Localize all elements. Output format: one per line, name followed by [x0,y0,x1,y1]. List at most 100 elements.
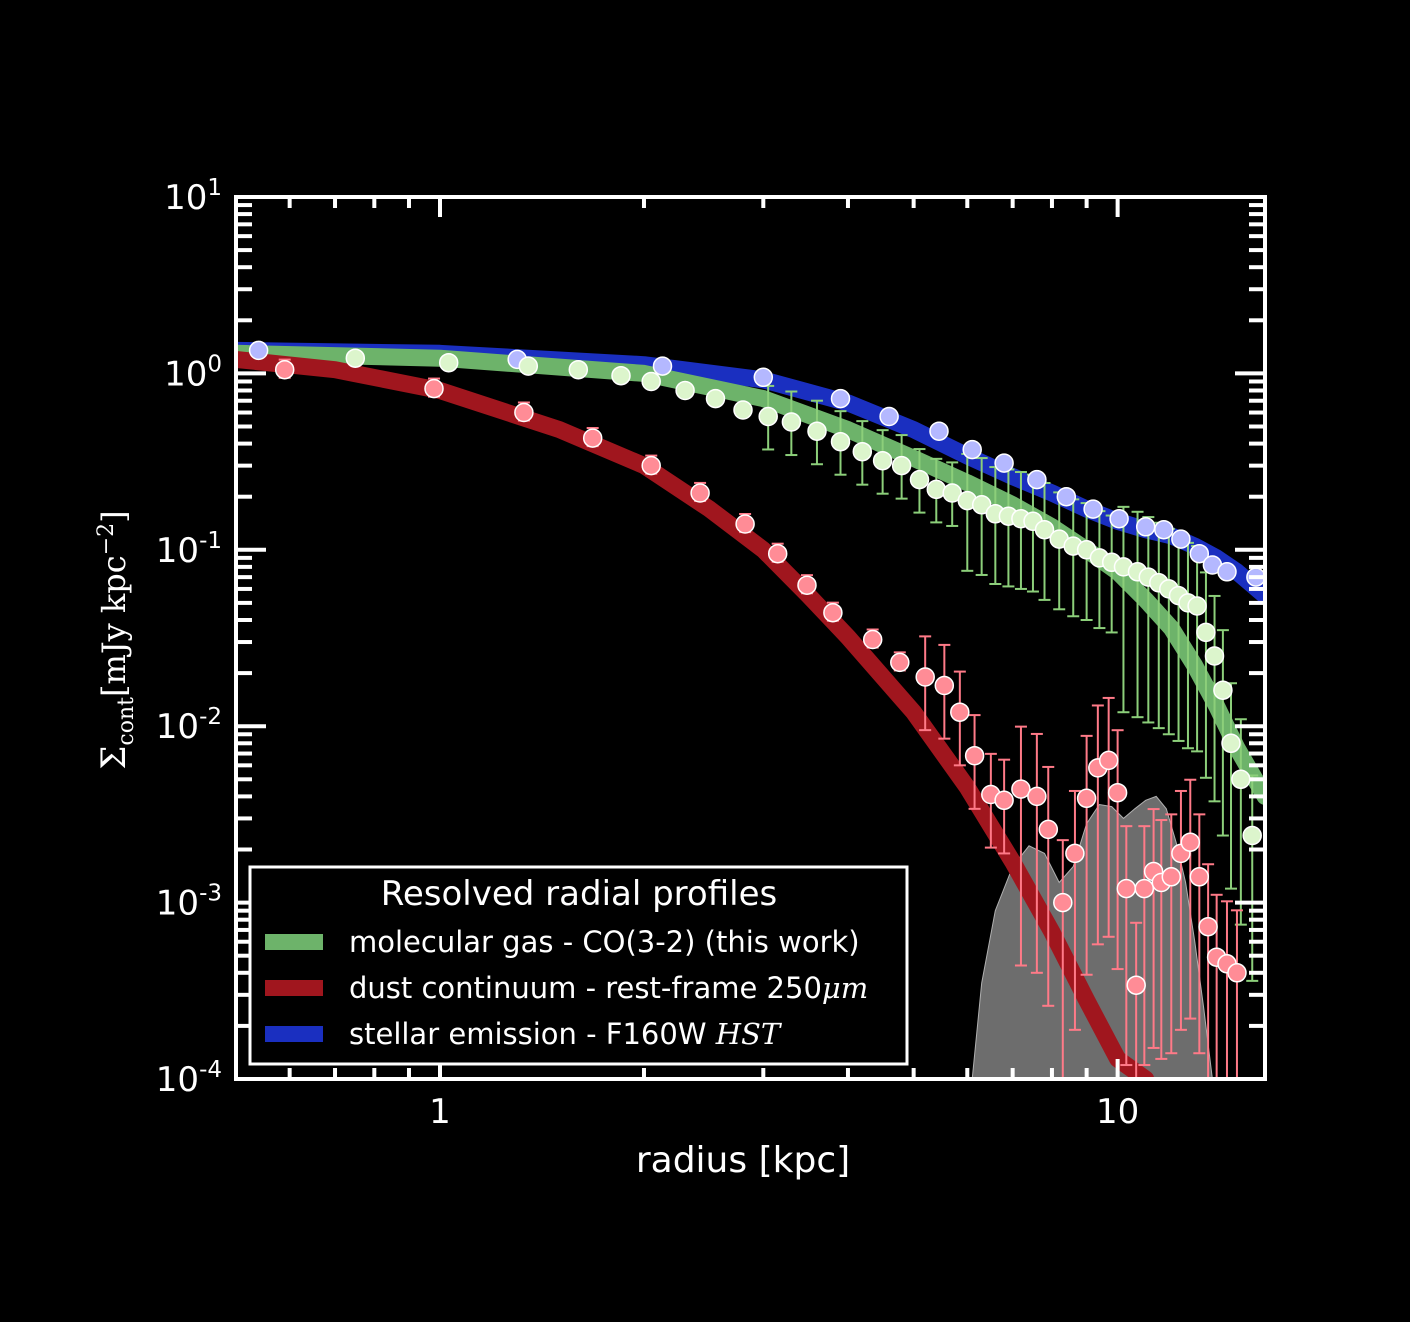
legend-title: Resolved radial profiles [381,874,777,914]
stellar-data-point [994,453,1014,473]
legend-box [248,865,909,1066]
legend: Resolved radial profiles molecular gas - … [248,865,909,1066]
legend-entry-label: dust continuum - rest-frame 250μm [349,971,868,1005]
dust-data-point [797,575,817,595]
stellar-data-point [929,421,949,441]
dust-data-point [1116,878,1137,899]
gas-data-point [1242,825,1262,846]
stellar-data-point [1189,543,1210,564]
gas-data-point [438,352,459,373]
dust-data-point [514,402,534,423]
y-tick-label: 10-1 [156,528,222,571]
dust-data-point [890,652,910,673]
dust-data-point [274,359,295,380]
stellar-data-point [1171,529,1191,549]
dust-data-point [1161,867,1182,887]
stellar-data-point [652,356,673,376]
stellar-data-point [1109,508,1129,529]
dust-data-point [915,667,935,687]
gas-data-point [1204,646,1225,666]
y-tick-label: 10-4 [156,1057,222,1100]
dust-data-point [1134,878,1155,899]
gas-data-point [781,412,802,432]
dust-data-point [1180,832,1201,852]
gas-data-point [758,406,778,427]
svg-text:Σcont[mJy kpc−2]: Σcont[mJy kpc−2] [94,510,139,769]
legend-swatch [265,1026,323,1042]
stellar-data-point [1217,562,1237,582]
plot-frame [234,195,1267,1081]
gas-data-point [971,495,992,515]
x-axis-label: radius [kpc] [636,1140,850,1181]
gas-data-point [641,371,661,392]
stellar-data-point [1083,499,1103,519]
gas-data-point [872,450,893,471]
gas-data-point [807,421,827,441]
gas-data-point [1187,596,1207,616]
gas-data-point [705,388,726,409]
dust-data-point [934,675,955,696]
dust-data-point [424,378,444,399]
gas-data-point [1221,733,1241,754]
gas-data-point [830,431,851,452]
dust-data-point [994,790,1014,811]
legend-swatch [265,980,323,996]
legend-entry-label: molecular gas - CO(3-2) (this work) [349,925,860,959]
gas-data-point [611,365,631,386]
dust-data-point [1189,867,1210,887]
dust-data-point [1227,963,1247,983]
stellar-data-point [830,388,851,409]
dust-data-point [767,543,788,564]
gas-data-point [909,469,930,490]
dust-data-point [1038,819,1059,840]
gas-data-point [926,479,947,500]
gas-data-point [1034,519,1055,540]
dust-data-point [1098,750,1119,771]
stellar-data-point [248,340,269,361]
gas-data-point [733,400,753,420]
dust-data-point [1011,779,1031,799]
dust-data-point [690,483,710,503]
plot-area [236,340,1265,1079]
gas-data-point [852,441,873,462]
dust-data-point [1065,843,1085,864]
gas-data-point [1196,622,1216,643]
stellar-data-point [962,439,982,460]
y-tick-label: 10-3 [156,881,222,924]
dust-data-point [862,629,883,650]
dust-data-point [1053,892,1073,913]
dust-data-point [1027,786,1047,807]
stellar-data-point [1027,469,1047,490]
legend-entry-label: stellar emission - F160W HST [349,1017,783,1051]
gas-data-point [345,348,366,368]
gas-data-point [675,380,695,401]
dust-data-point [1126,975,1146,995]
legend-swatch [265,934,323,950]
dust-data-point [641,455,661,476]
stellar-data-point [1154,519,1174,540]
y-tick-label: 100 [164,351,222,394]
dust-data-point [1198,916,1218,937]
dust-data-point [950,702,970,722]
stellar-data-point [753,367,774,388]
stellar-data-point [1135,517,1156,537]
y-tick-label: 101 [164,175,222,218]
dust-data-point [582,428,603,448]
axes: 1 10 101 100 10-1 10-2 10-3 10-4 [156,175,1267,1132]
x-tick-label: 10 [1096,1092,1139,1132]
dust-data-point [1076,788,1097,809]
gas-data-point [891,455,912,476]
stellar-data-point [1056,486,1077,507]
y-tick-label: 10-2 [156,704,222,747]
x-tick-label: 1 [429,1092,451,1132]
dust-data-point [1107,782,1128,803]
dust-data-point [735,514,755,534]
y-axis-label: Σcont[mJy kpc−2] [94,510,139,769]
gas-data-point [568,359,589,380]
gas-data-point [518,356,539,376]
gas-data-point [1213,680,1233,700]
dust-data-point [964,745,985,766]
dust-data-point [823,602,843,623]
stellar-data-point [879,406,899,427]
